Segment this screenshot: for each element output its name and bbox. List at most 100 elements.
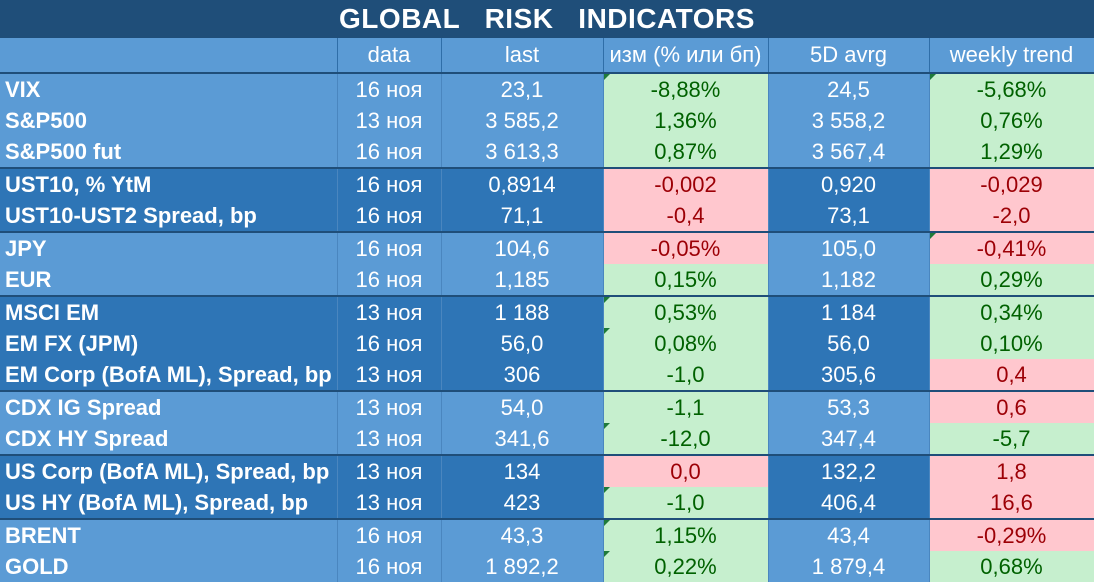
average-cell[interactable]: 24,5 xyxy=(768,72,930,105)
indicator-name[interactable]: CDX IG Spread xyxy=(0,390,338,423)
weekly-trend-cell[interactable]: -5,68% xyxy=(929,72,1094,105)
date-cell[interactable]: 16 ноя xyxy=(337,72,442,105)
last-value-cell[interactable]: 3 613,3 xyxy=(441,136,604,168)
indicator-name[interactable]: MSCI EM xyxy=(0,295,338,328)
change-cell[interactable]: -0,05% xyxy=(603,231,769,264)
weekly-trend-cell[interactable]: 0,76% xyxy=(929,105,1094,136)
change-cell[interactable]: 0,87% xyxy=(603,136,769,168)
weekly-trend-cell[interactable]: 0,6 xyxy=(929,390,1094,423)
weekly-trend-cell[interactable]: 0,34% xyxy=(929,295,1094,328)
indicator-name[interactable]: GOLD xyxy=(0,551,338,582)
weekly-trend-cell[interactable]: 0,29% xyxy=(929,264,1094,296)
last-value-cell[interactable]: 23,1 xyxy=(441,72,604,105)
average-cell[interactable]: 56,0 xyxy=(768,328,930,359)
indicators-table: data last изм (% или бп) 5D avrg weekly … xyxy=(0,38,1094,582)
last-value-cell[interactable]: 1 188 xyxy=(441,295,604,328)
last-value-cell[interactable]: 1 892,2 xyxy=(441,551,604,582)
weekly-trend-cell[interactable]: -2,0 xyxy=(929,200,1094,232)
date-cell[interactable]: 13 ноя xyxy=(337,423,442,455)
average-cell[interactable]: 53,3 xyxy=(768,390,930,423)
change-cell[interactable]: 0,53% xyxy=(603,295,769,328)
change-cell[interactable]: 0,15% xyxy=(603,264,769,296)
date-cell[interactable]: 16 ноя xyxy=(337,136,442,168)
last-value-cell[interactable]: 56,0 xyxy=(441,328,604,359)
average-cell[interactable]: 132,2 xyxy=(768,454,930,487)
date-cell[interactable]: 13 ноя xyxy=(337,454,442,487)
weekly-trend-cell[interactable]: 16,6 xyxy=(929,487,1094,519)
weekly-trend-cell[interactable]: -0,029 xyxy=(929,167,1094,200)
indicator-name[interactable]: US HY (BofA ML), Spread, bp xyxy=(0,487,338,519)
date-cell[interactable]: 16 ноя xyxy=(337,167,442,200)
weekly-trend-cell[interactable]: -5,7 xyxy=(929,423,1094,455)
date-cell[interactable]: 13 ноя xyxy=(337,487,442,519)
indicator-name[interactable]: UST10-UST2 Spread, bp xyxy=(0,200,338,232)
average-cell[interactable]: 0,920 xyxy=(768,167,930,200)
change-cell[interactable]: -1,1 xyxy=(603,390,769,423)
last-value-cell[interactable]: 0,8914 xyxy=(441,167,604,200)
change-cell[interactable]: 1,15% xyxy=(603,518,769,551)
average-cell[interactable]: 105,0 xyxy=(768,231,930,264)
last-value-cell[interactable]: 306 xyxy=(441,359,604,391)
change-cell[interactable]: -12,0 xyxy=(603,423,769,455)
last-value-cell[interactable]: 1,185 xyxy=(441,264,604,296)
date-cell[interactable]: 16 ноя xyxy=(337,551,442,582)
date-cell[interactable]: 16 ноя xyxy=(337,518,442,551)
average-cell[interactable]: 1,182 xyxy=(768,264,930,296)
last-value-cell[interactable]: 54,0 xyxy=(441,390,604,423)
last-value-cell[interactable]: 43,3 xyxy=(441,518,604,551)
indicator-name[interactable]: VIX xyxy=(0,72,338,105)
change-cell[interactable]: 1,36% xyxy=(603,105,769,136)
average-cell[interactable]: 347,4 xyxy=(768,423,930,455)
cell-indicator-icon xyxy=(603,423,610,429)
average-cell[interactable]: 3 567,4 xyxy=(768,136,930,168)
weekly-trend-cell[interactable]: 0,4 xyxy=(929,359,1094,391)
cell-indicator-icon xyxy=(603,328,610,334)
indicator-name[interactable]: EM Corp (BofA ML), Spread, bp xyxy=(0,359,338,391)
change-cell[interactable]: 0,08% xyxy=(603,328,769,359)
cell-indicator-icon xyxy=(603,75,610,80)
average-cell[interactable]: 406,4 xyxy=(768,487,930,519)
date-cell[interactable]: 13 ноя xyxy=(337,105,442,136)
last-value-cell[interactable]: 423 xyxy=(441,487,604,519)
average-cell[interactable]: 305,6 xyxy=(768,359,930,391)
change-cell[interactable]: -1,0 xyxy=(603,487,769,519)
change-cell[interactable]: -8,88% xyxy=(603,72,769,105)
indicator-name[interactable]: EM FX (JPM) xyxy=(0,328,338,359)
last-value-cell[interactable]: 341,6 xyxy=(441,423,604,455)
date-cell[interactable]: 16 ноя xyxy=(337,264,442,296)
date-cell[interactable]: 13 ноя xyxy=(337,295,442,328)
weekly-trend-cell[interactable]: 1,8 xyxy=(929,454,1094,487)
indicator-name[interactable]: JPY xyxy=(0,231,338,264)
weekly-trend-cell[interactable]: -0,41% xyxy=(929,231,1094,264)
date-cell[interactable]: 13 ноя xyxy=(337,359,442,391)
last-value-cell[interactable]: 104,6 xyxy=(441,231,604,264)
indicator-name[interactable]: CDX HY Spread xyxy=(0,423,338,455)
indicator-name[interactable]: S&P500 xyxy=(0,105,338,136)
average-cell[interactable]: 43,4 xyxy=(768,518,930,551)
last-value-cell[interactable]: 134 xyxy=(441,454,604,487)
change-cell[interactable]: -0,002 xyxy=(603,167,769,200)
indicator-name[interactable]: UST10, % YtM xyxy=(0,167,338,200)
change-cell[interactable]: 0,0 xyxy=(603,454,769,487)
weekly-trend-cell[interactable]: -0,29% xyxy=(929,518,1094,551)
indicator-name[interactable]: BRENT xyxy=(0,518,338,551)
average-cell[interactable]: 1 879,4 xyxy=(768,551,930,582)
indicator-name[interactable]: EUR xyxy=(0,264,338,296)
last-value-cell[interactable]: 71,1 xyxy=(441,200,604,232)
weekly-trend-cell[interactable]: 0,10% xyxy=(929,328,1094,359)
indicator-name[interactable]: US Corp (BofA ML), Spread, bp xyxy=(0,454,338,487)
indicator-name[interactable]: S&P500 fut xyxy=(0,136,338,168)
change-cell[interactable]: -0,4 xyxy=(603,200,769,232)
date-cell[interactable]: 16 ноя xyxy=(337,231,442,264)
weekly-trend-cell[interactable]: 1,29% xyxy=(929,136,1094,168)
average-cell[interactable]: 3 558,2 xyxy=(768,105,930,136)
change-cell[interactable]: 0,22% xyxy=(603,551,769,582)
date-cell[interactable]: 16 ноя xyxy=(337,328,442,359)
weekly-trend-cell[interactable]: 0,68% xyxy=(929,551,1094,582)
date-cell[interactable]: 13 ноя xyxy=(337,390,442,423)
average-cell[interactable]: 73,1 xyxy=(768,200,930,232)
change-cell[interactable]: -1,0 xyxy=(603,359,769,391)
date-cell[interactable]: 16 ноя xyxy=(337,200,442,232)
average-cell[interactable]: 1 184 xyxy=(768,295,930,328)
last-value-cell[interactable]: 3 585,2 xyxy=(441,105,604,136)
